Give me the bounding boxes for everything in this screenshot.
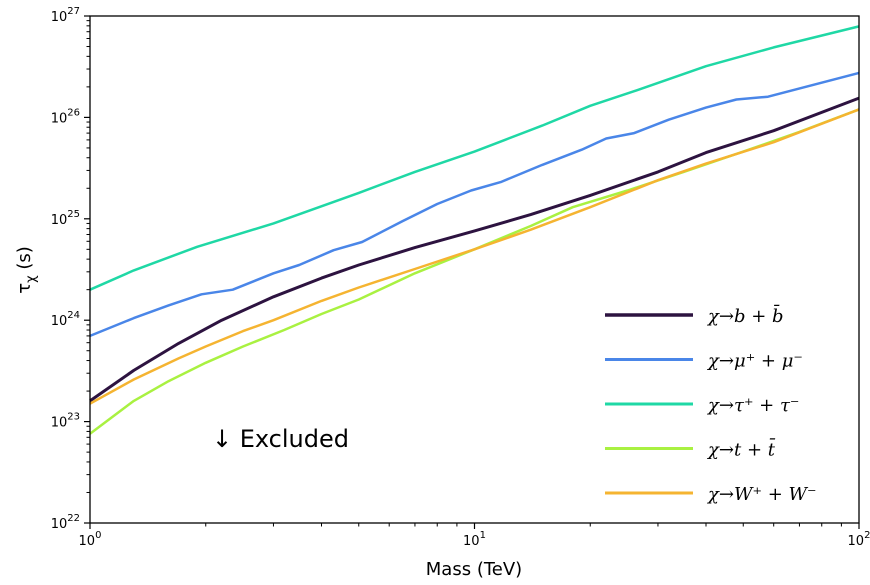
series-line-4	[89, 108, 860, 405]
y-tick-label: 1024	[51, 310, 80, 329]
legend-label-3: χ→t + t̄	[706, 437, 776, 461]
excluded-annotation: ↓ Excluded	[212, 425, 349, 453]
series-line-1	[89, 71, 860, 338]
ticks-layer: 100 101 102 1022 1023 1024 1025 1026 1027	[51, 6, 870, 549]
y-tick-label: 1027	[51, 6, 80, 25]
series-line-0	[89, 96, 860, 403]
x-axis-label: Mass (TeV)	[426, 559, 522, 580]
legend-label-0: χ→b + b̄	[706, 303, 784, 327]
series-line-2	[89, 25, 860, 291]
plot-frame	[89, 15, 860, 524]
x-tick-label: 100	[79, 530, 102, 549]
y-tick-label: 1025	[51, 209, 80, 228]
y-tick-label: 1023	[51, 412, 80, 431]
y-tick-label: 1022	[51, 513, 80, 532]
y-tick-label: 1026	[51, 107, 80, 126]
x-tick-label: 101	[463, 530, 486, 549]
legend-label-1: χ→μ⁺ + μ⁻	[706, 351, 803, 372]
legend: χ→b + b̄ χ→μ⁺ + μ⁻ χ→τ⁺ + τ⁻ χ→t + t̄ χ→W⁺ +…	[605, 303, 817, 505]
x-tick-label: 102	[848, 530, 870, 549]
legend-label-2: χ→τ⁺ + τ⁻	[706, 395, 799, 416]
series-layer	[89, 25, 860, 435]
y-axis-label: τχ (s)	[14, 246, 39, 294]
svg-text:τχ (s): τχ (s)	[14, 246, 39, 294]
legend-label-4: χ→W⁺ + W⁻	[706, 484, 817, 505]
